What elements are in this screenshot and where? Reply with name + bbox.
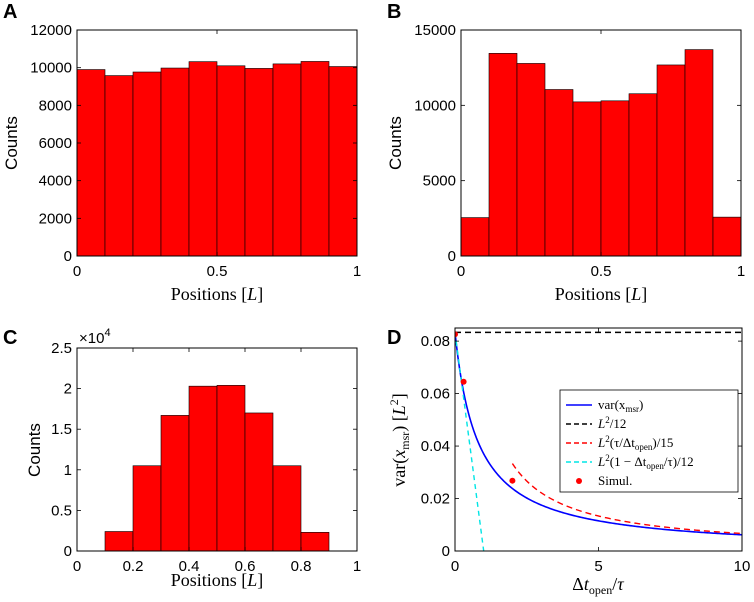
panel-label-d: D xyxy=(387,327,401,349)
panel-label-b: B xyxy=(387,1,401,23)
series-var-xmsr-line xyxy=(455,332,742,536)
panel-c-xtick-label: 0 xyxy=(73,558,81,575)
panel-c-xtick-label: 0.2 xyxy=(123,558,144,575)
panel-label-c: C xyxy=(3,327,17,349)
panel-b-xlabel: Positions [L] xyxy=(555,284,648,304)
panel-a-ytick-label: 12000 xyxy=(30,22,72,39)
simulation-point xyxy=(509,477,516,484)
legend-box xyxy=(559,389,739,493)
panel-a-ytick-label: 8000 xyxy=(39,97,72,114)
panel-d-variance-plot: 0 0.02 0.04 0.06 0.08 0 5 10 var(xmsr) [L2] Δto… xyxy=(387,327,751,597)
panel-c-histogram: 0 0.5 1 1.5 2 2.5 0 0.2 0.4 0.6 0.8 1 ×104 Counts P… xyxy=(25,327,361,590)
panel-b-bar xyxy=(684,49,714,257)
panel-c-xtick-label: 0.8 xyxy=(291,558,312,575)
panel-c-bar xyxy=(272,465,302,552)
panel-a-bar xyxy=(300,61,330,257)
panel-a-bar xyxy=(244,68,274,257)
panel-b-ytick-label: 15000 xyxy=(414,22,456,39)
panel-d-ytick-label: 0.02 xyxy=(421,491,450,508)
panel-c-ytick-label: 1.5 xyxy=(51,421,72,438)
panel-d-ytick-label: 0.08 xyxy=(421,333,450,350)
panel-c-ylabel: Counts xyxy=(25,423,44,477)
panel-c-axes-box xyxy=(76,347,358,552)
panel-b-bar xyxy=(600,100,630,257)
panel-b-histogram: 0 5000 10000 15000 0 0.5 1 Counts Positions [L… xyxy=(386,22,745,304)
panel-d-ytick-label: 0.04 xyxy=(421,438,450,455)
panel-a-bar xyxy=(160,67,190,257)
panel-b-ytick-label: 10000 xyxy=(414,97,456,114)
panel-a-ytick-label: 4000 xyxy=(39,173,72,190)
legend-entry-label: L2(1 − Δtopen/τ)/12 xyxy=(597,453,694,471)
panel-c-ytick-label: 1 xyxy=(64,462,72,479)
panel-b-ytick-label: 0 xyxy=(448,248,456,265)
panel-c-bar xyxy=(300,532,330,552)
panel-a-bar xyxy=(216,65,246,257)
panel-c-xtick-label: 0.6 xyxy=(235,558,256,575)
panel-label-a: A xyxy=(3,1,17,23)
panel-c-xlabel: Positions [L] xyxy=(171,570,264,590)
panel-c-xtick-label: 0.4 xyxy=(179,558,200,575)
panel-c-bar xyxy=(216,385,246,552)
panel-c-ytick-label: 0.5 xyxy=(51,502,72,519)
panel-a-xtick-label: 0 xyxy=(73,263,81,280)
simulation-point xyxy=(455,331,458,338)
panel-a-bar xyxy=(104,75,134,257)
panel-a-ytick-label: 10000 xyxy=(30,60,72,77)
panel-b-ytick-label: 5000 xyxy=(423,173,456,190)
panel-c-bar xyxy=(104,531,134,552)
panel-d-xlabel: Δtopen/τ xyxy=(572,574,624,597)
panel-a-xtick-label: 1 xyxy=(353,263,361,280)
panel-c-ytick-label: 0 xyxy=(64,543,72,560)
panel-a-bar xyxy=(272,63,302,257)
panel-c-bar xyxy=(160,415,190,552)
panel-d-ylabel: var(xmsr) [L2] xyxy=(387,393,412,487)
panel-a-ylabel: Counts xyxy=(2,116,21,170)
panel-b-bar xyxy=(488,53,518,257)
panel-b-bar xyxy=(460,217,490,257)
legend-entry-label: Simul. xyxy=(598,473,632,488)
panel-b-bar xyxy=(516,63,546,257)
panel-a-bar xyxy=(76,69,106,257)
panel-c-xtick-label: 1 xyxy=(353,558,361,575)
legend-entry-label: L2/12 xyxy=(597,415,626,431)
panel-a-ytick-label: 0 xyxy=(64,248,72,265)
legend-entry-label: L2(τ/Δtopen)/15 xyxy=(597,434,673,452)
panel-a-bar xyxy=(132,71,162,257)
panel-b-bar xyxy=(656,64,686,257)
panel-c-multiplier: ×104 xyxy=(79,327,111,347)
panel-a-xlabel: Positions [L] xyxy=(171,284,264,304)
legend-marker-simul xyxy=(576,478,582,484)
panel-b-bar xyxy=(572,101,602,257)
panel-a-bar xyxy=(188,61,218,257)
panel-d-xtick-label: 10 xyxy=(734,558,751,575)
panel-c-bar xyxy=(132,465,162,552)
panel-b-bar xyxy=(544,89,574,257)
panel-b-ylabel: Counts xyxy=(386,116,405,170)
panel-b-xtick-label: 1 xyxy=(737,263,745,280)
panel-c-ytick-label: 2 xyxy=(64,381,72,398)
panel-a-ytick-label: 2000 xyxy=(39,210,72,227)
panel-d-ytick-label: 0.06 xyxy=(421,386,450,403)
series-large-t-asymptote-line xyxy=(511,463,742,535)
panel-b-xtick-label: 0.5 xyxy=(591,263,612,280)
panel-c-ytick-label: 2.5 xyxy=(51,340,72,357)
panel-a-xtick-label: 0.5 xyxy=(207,263,228,280)
panel-c-bar xyxy=(188,385,218,552)
panel-c-bar xyxy=(244,412,274,552)
panel-a-bar xyxy=(328,66,358,257)
panel-b-bar xyxy=(628,93,658,257)
panel-a-ytick-label: 6000 xyxy=(39,135,72,152)
panel-d-ytick-label: 0 xyxy=(442,543,450,560)
panel-d-xtick-label: 0 xyxy=(451,558,459,575)
panel-b-xtick-label: 0 xyxy=(457,263,465,280)
panel-d-xtick-label: 5 xyxy=(594,558,602,575)
series-small-t-asymptote-line xyxy=(455,332,485,551)
simulation-point xyxy=(460,378,467,385)
legend-entry-label: var(xmsr) xyxy=(598,397,643,414)
panel-b-bar xyxy=(712,216,742,257)
